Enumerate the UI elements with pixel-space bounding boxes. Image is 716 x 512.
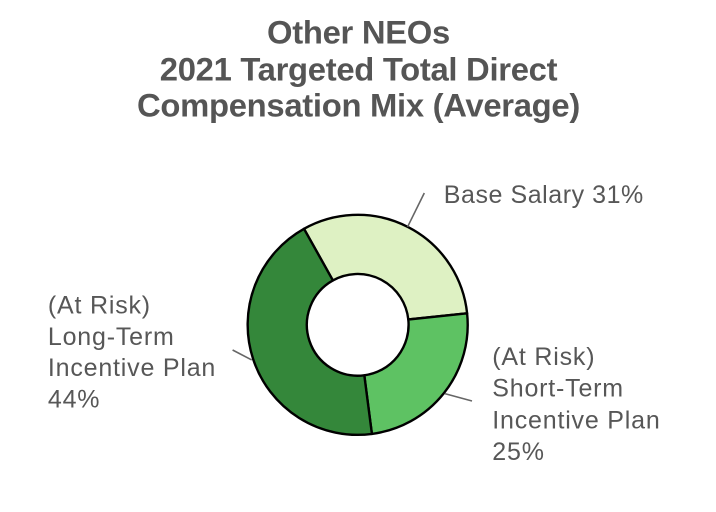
svg-text:(At Risk): (At Risk) — [48, 291, 151, 319]
svg-text:25%: 25% — [492, 438, 544, 466]
svg-text:2021 Targeted Total Direct: 2021 Targeted Total Direct — [160, 50, 558, 87]
svg-text:Incentive Plan: Incentive Plan — [48, 354, 216, 382]
svg-text:Incentive Plan: Incentive Plan — [492, 406, 660, 434]
svg-text:Short-Term: Short-Term — [492, 375, 624, 403]
svg-text:Other NEOs: Other NEOs — [267, 14, 450, 51]
svg-text:Long-Term: Long-Term — [48, 323, 175, 351]
svg-text:Base Salary 31%: Base Salary 31% — [444, 181, 644, 209]
svg-text:44%: 44% — [48, 386, 100, 414]
svg-text:Compensation Mix (Average): Compensation Mix (Average) — [137, 86, 580, 123]
svg-text:(At Risk): (At Risk) — [492, 343, 595, 371]
